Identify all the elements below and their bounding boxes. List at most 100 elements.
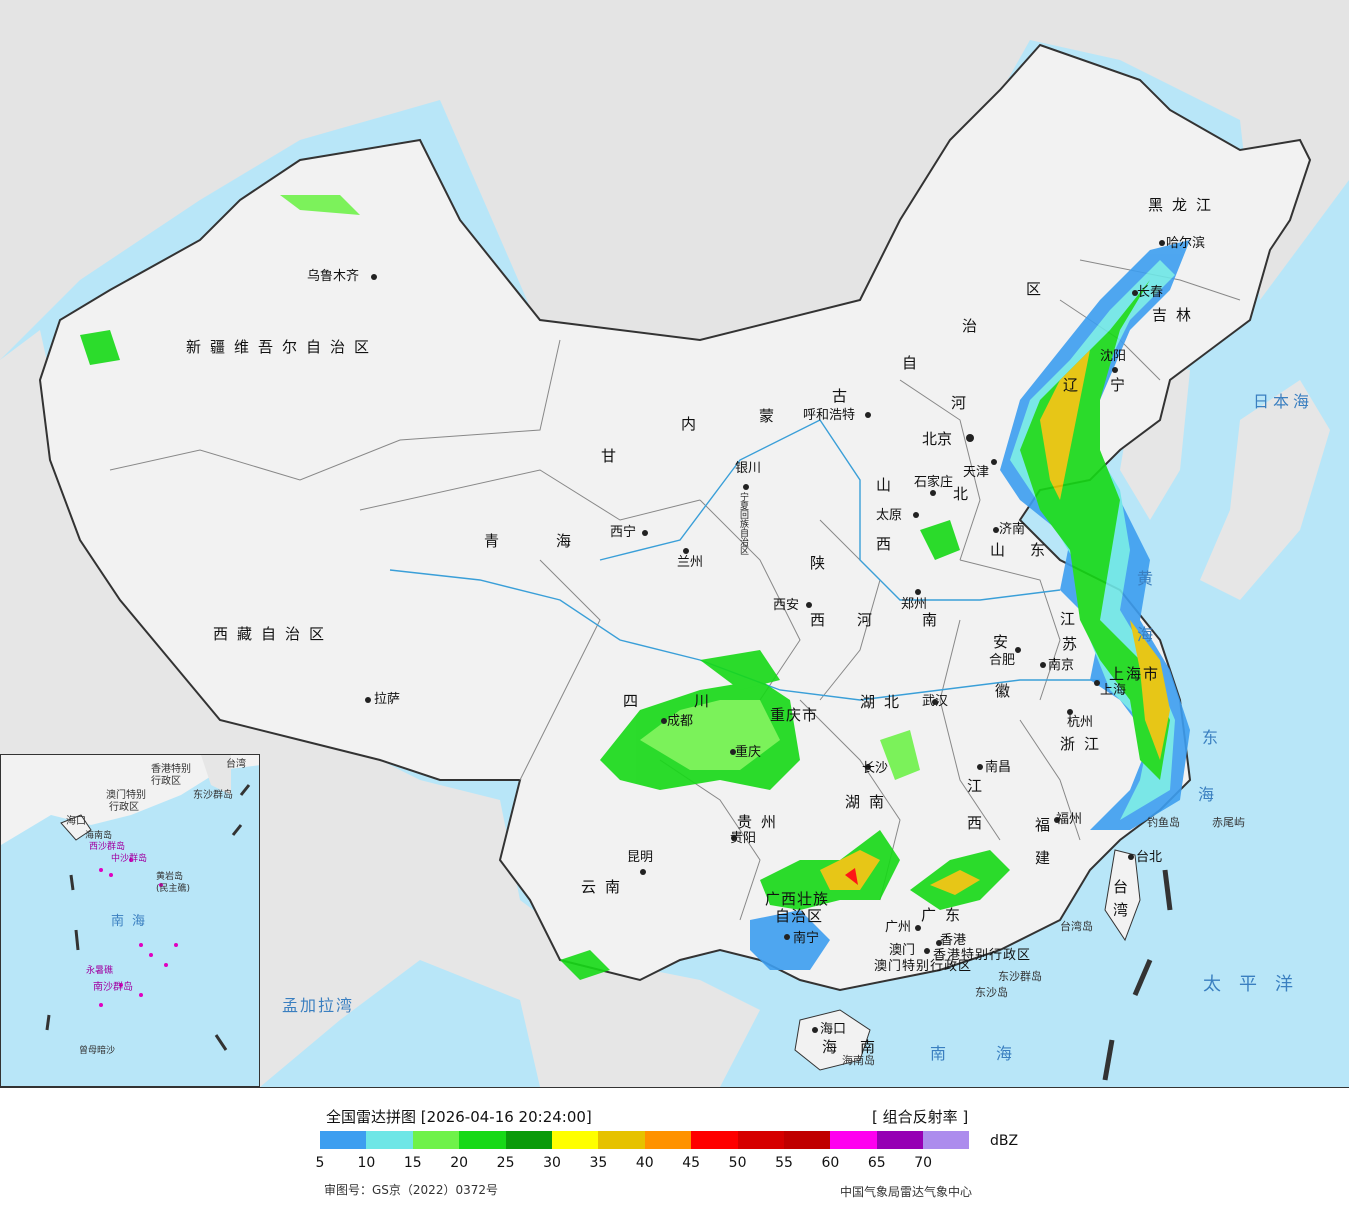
label-yellow-sea: 黄海 (1134, 570, 1153, 682)
color-scale-tick: 10 (357, 1155, 376, 1171)
color-scale-tick: 45 (682, 1155, 701, 1171)
inset-yongshu: 永暑礁 (86, 966, 114, 976)
city-hangzhou: 杭州 (1067, 715, 1094, 730)
city-yinchuan: 银川 (735, 461, 762, 476)
label-jiangxi-1: 江 (967, 777, 992, 795)
label-ningxia: 宁夏回族自治区 (738, 492, 748, 555)
label-shanxi-1: 山 (876, 476, 901, 494)
city-lhasa: 拉萨 (374, 692, 401, 707)
city-lanzhou: 兰州 (677, 555, 704, 570)
label-shanghai-municipality: 上海市 (1109, 665, 1161, 683)
color-scale-cell (551, 1131, 599, 1149)
label-shandong-1: 山 (990, 541, 1015, 559)
label-taiwan-2: 湾 (1113, 901, 1138, 919)
maritime-boundary (1102, 869, 1173, 1081)
inset-zengmu: 曾母暗沙 (79, 1046, 116, 1056)
label-shanxi-2: 西 (876, 535, 901, 553)
city-nanjing: 南京 (1048, 658, 1075, 673)
color-scale-cell (737, 1131, 784, 1149)
inset-xisha: 西沙群岛 (89, 842, 126, 852)
label-fujian-2: 建 (1035, 849, 1060, 867)
city-hongkong: 香港 (940, 933, 967, 948)
city-hefei: 合肥 (989, 653, 1016, 668)
color-scale-bar (320, 1131, 970, 1149)
south-china-sea-inset: 香港特别 行政区 澳门特别 行政区 台湾 东沙群岛 海口 海南岛 西沙群岛 中沙… (0, 754, 260, 1087)
city-urumqi: 乌鲁木齐 (307, 269, 360, 284)
color-scale-cell (598, 1131, 645, 1149)
city-chengdu: 成都 (667, 714, 694, 729)
label-hebei-2: 北 (953, 485, 978, 503)
label-hainan-1: 海 (822, 1038, 847, 1056)
inset-taiwan: 台湾 (226, 759, 246, 770)
label-hunan: 湖南 (845, 793, 894, 811)
label-east-sea-1: 东 (1202, 728, 1229, 747)
label-jiangsu-2: 苏 (1062, 635, 1087, 653)
label-guizhou: 贵州 (737, 813, 786, 831)
label-taiwan-island: 台湾岛 (1060, 920, 1093, 933)
legend-panel: 全国雷达拼图 [2026-04-16 20:24:00] [ 组合反射率 ] d… (0, 1087, 1349, 1209)
label-jiangxi-2: 西 (967, 814, 992, 832)
inset-map (1, 755, 259, 1051)
city-xining: 西宁 (610, 525, 637, 540)
label-neimenggu-5: 治 (962, 317, 987, 335)
label-shandong-2: 东 (1030, 541, 1055, 559)
color-scale-cell (830, 1131, 877, 1149)
city-macao: 澳门 (889, 943, 916, 958)
color-scale-tick: 60 (821, 1155, 840, 1171)
province-borders (109, 259, 1241, 921)
label-taiwan-1: 台 (1113, 878, 1138, 896)
city-taiyuan: 太原 (876, 508, 903, 523)
color-scale-ticks: 5 10 15 20 25 30 35 40 45 50 55 60 65 70 (316, 1155, 970, 1175)
color-scale-tick: 55 (775, 1155, 793, 1171)
label-qinghai-1: 青 (484, 532, 509, 550)
color-scale-cell (923, 1131, 970, 1149)
label-sichuan-1: 四 (623, 692, 648, 710)
label-bay-of-bengal: 孟加拉湾 (282, 996, 355, 1015)
agency-name: 中国气象局雷达气象中心 (840, 1185, 973, 1199)
color-scale-tick: 30 (543, 1155, 561, 1171)
city-xian: 西安 (773, 598, 800, 613)
city-changsha: 长沙 (862, 761, 889, 776)
label-liaoning-2: 宁 (1110, 376, 1135, 394)
label-guangxi-1: 广西壮族 (765, 890, 830, 908)
label-hebei-1: 河 (951, 394, 976, 412)
color-scale-tick: 65 (867, 1155, 886, 1171)
label-shaanxi-1: 陕 (810, 554, 835, 572)
label-dongsha-islands: 东沙群岛 (998, 970, 1042, 983)
city-fuzhou: 福州 (1056, 812, 1083, 827)
label-hk-sar: 香港特别行政区 (933, 948, 1032, 963)
inset-nansha: 南沙群岛 (93, 982, 133, 993)
inset-macau-1: 澳门特别 (106, 790, 146, 801)
color-scale-tick: 20 (450, 1155, 469, 1171)
label-heilongjiang: 黑龙江 (1148, 196, 1221, 214)
color-scale-tick: 25 (496, 1155, 515, 1171)
inset-hk-2: 行政区 (151, 776, 181, 787)
color-scale-cell (691, 1131, 738, 1149)
city-nanchang: 南昌 (985, 760, 1012, 775)
radar-echoes (80, 195, 1190, 980)
label-neimenggu-4: 自 (902, 354, 927, 372)
inset-huangyan: 黄岩岛 (156, 872, 184, 882)
inset-dongsha: 东沙群岛 (193, 790, 233, 801)
label-diaoyu: 钓鱼岛 (1147, 816, 1180, 829)
color-scale-cell (459, 1131, 506, 1149)
label-guangdong: 广东 (921, 906, 970, 924)
label-pacific: 太平洋 (1203, 974, 1311, 995)
label-hubei: 湖北 (860, 693, 909, 711)
product-label: [ 组合反射率 ] (872, 1108, 969, 1126)
label-hainan-2: 南 (860, 1038, 885, 1056)
label-neimenggu-2: 蒙 (759, 407, 784, 425)
label-xizang: 西藏自治区 (213, 625, 334, 643)
inset-south-sea: 南海 (111, 914, 154, 929)
label-sichuan-2: 川 (694, 692, 719, 710)
label-jilin: 吉林 (1152, 306, 1201, 324)
city-shenyang: 沈阳 (1100, 349, 1127, 364)
color-scale-cell (876, 1131, 924, 1149)
label-neimenggu-1: 内 (681, 415, 706, 433)
label-qinghai-2: 海 (556, 532, 581, 550)
city-markers (365, 240, 1165, 1033)
color-scale-tick: 5 (315, 1155, 325, 1171)
city-kunming: 昆明 (627, 850, 654, 865)
label-east-sea-2: 海 (1198, 785, 1225, 804)
city-beijing: 北京 (922, 430, 953, 448)
